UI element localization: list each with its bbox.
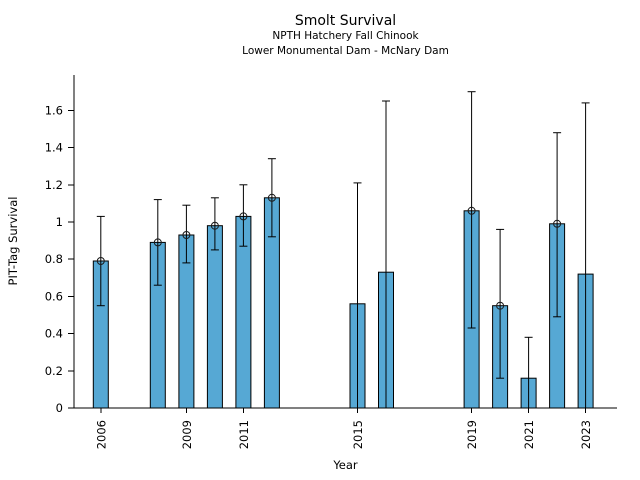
y-tick-label-1.4: 1.4 (45, 141, 63, 155)
x-tick-label-2023: 2023 (579, 420, 593, 449)
marker-2022 (553, 219, 562, 228)
x-tick-label-2011: 2011 (237, 420, 251, 449)
marker-2006 (96, 257, 105, 265)
y-tick-label-0.2: 0.2 (45, 364, 63, 378)
x-tick-label-2021: 2021 (522, 420, 536, 449)
x-tick-label-2006: 2006 (94, 420, 108, 449)
marker-2012 (267, 193, 276, 202)
chart-subtitle-1: NPTH Hatchery Fall Chinook (272, 30, 419, 42)
y-tick-label-1: 1 (56, 215, 63, 229)
marker-2011 (239, 212, 248, 221)
marker-2009 (182, 231, 191, 239)
y-tick-label-0.8: 0.8 (45, 252, 63, 266)
chart-title: Smolt Survival (294, 13, 397, 29)
y-tick-label-0.4: 0.4 (45, 327, 63, 341)
y-tick-label-1.2: 1.2 (45, 178, 63, 192)
y-tick-label-0: 0 (56, 401, 63, 415)
marker-2019 (467, 206, 476, 215)
marker-2020 (496, 301, 505, 310)
marker-2010 (210, 221, 219, 230)
bar-2010 (206, 225, 223, 409)
marker-2008 (153, 238, 162, 247)
chart-subtitle-2: Lower Monumental Dam - McNary Dam (242, 45, 449, 57)
y-tick-label-1.6: 1.6 (45, 103, 63, 117)
x-tick-label-2019: 2019 (465, 420, 479, 449)
y-tick-label-0.6: 0.6 (45, 289, 63, 303)
x-tick-label-2009: 2009 (180, 420, 194, 449)
y-axis-label: PIT-Tag Survival (6, 196, 20, 286)
x-axis-label: Year (333, 458, 358, 472)
x-tick-label-2015: 2015 (351, 420, 365, 449)
